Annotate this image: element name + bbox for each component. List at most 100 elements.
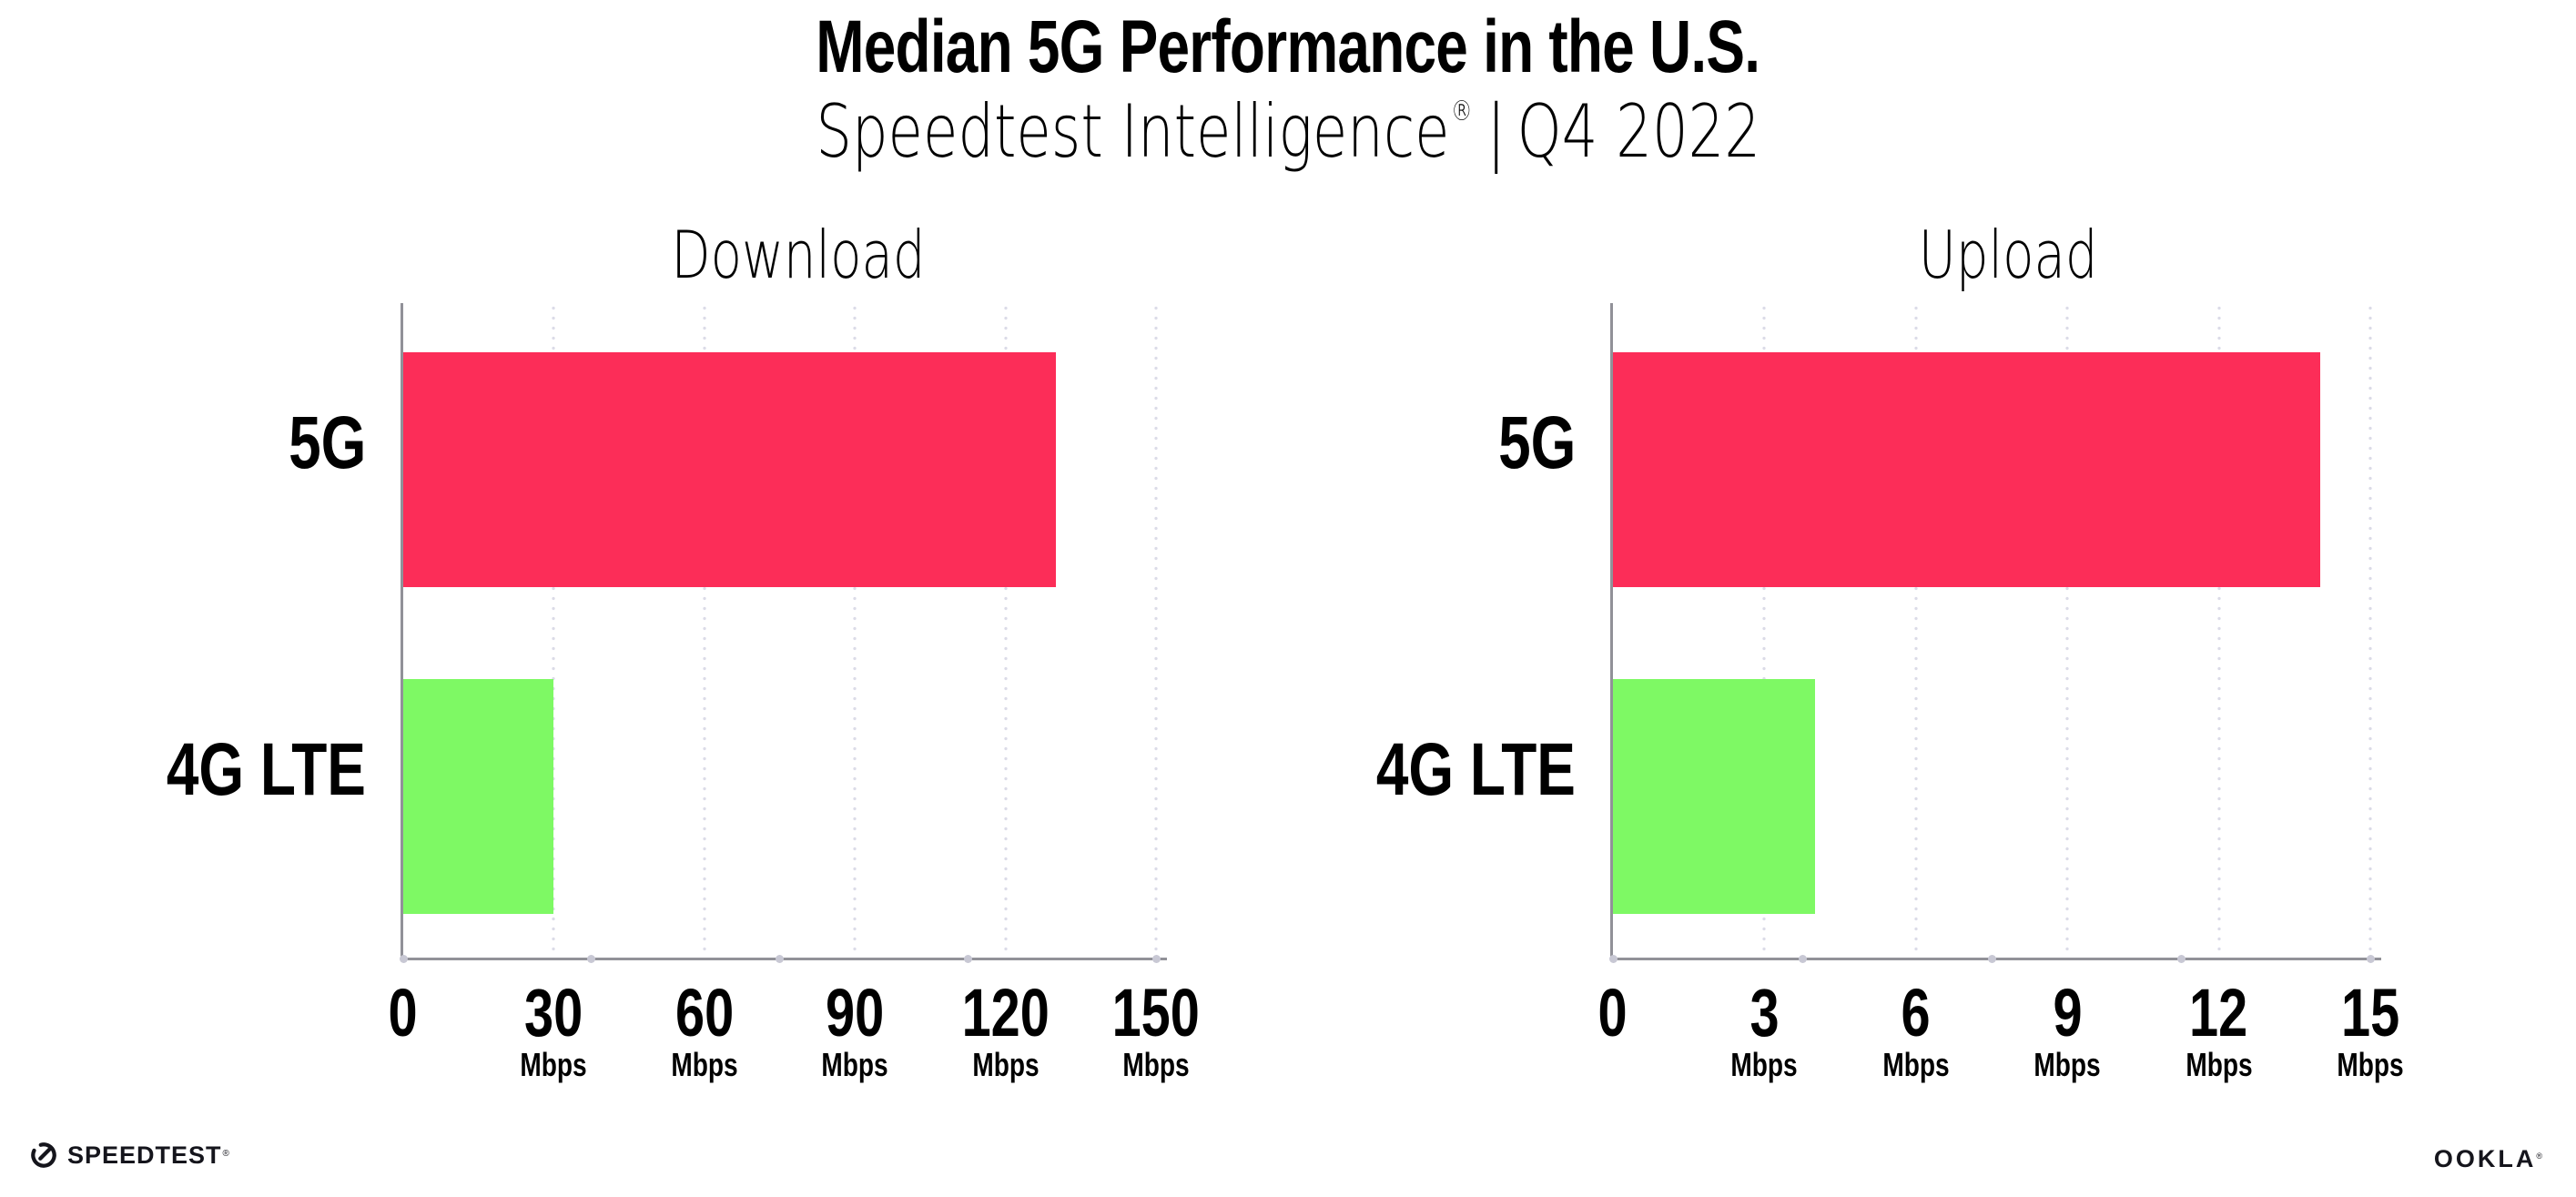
y-axis <box>401 303 403 959</box>
ookla-registered-icon: ® <box>2536 1151 2542 1161</box>
tick-label: 0 <box>1476 979 1749 1047</box>
tick-unit-text: Mbps <box>971 1046 1040 1083</box>
tick-unit-text: Mbps <box>520 1046 588 1083</box>
tick-unit: Mbps <box>1019 1049 1293 1081</box>
speedtest-wordmark: SPEEDTEST <box>67 1141 222 1169</box>
axis-dot <box>1798 955 1807 963</box>
tick-unit-text: Mbps <box>1730 1046 1799 1083</box>
gridline <box>2216 303 2221 957</box>
registered-trademark-icon: ® <box>1450 96 1473 127</box>
category-label-text: 5G <box>288 401 366 484</box>
tick-label-text: 3 <box>1749 975 1780 1050</box>
bar-4g-lte <box>403 679 553 914</box>
tick-label: 120 <box>869 979 1142 1047</box>
tick-label-text: 120 <box>961 975 1050 1050</box>
tick-label-text: 30 <box>524 975 583 1050</box>
category-label-text: 4G LTE <box>166 728 366 811</box>
tick-label-text: 15 <box>2340 975 2400 1050</box>
ookla-logo: OOKLA® <box>2434 1145 2542 1173</box>
category-label-5g: 5G <box>0 405 366 482</box>
tick-unit-text: Mbps <box>1882 1046 1950 1083</box>
page-title-text: Median 5G Performance in the U.S. <box>816 5 1761 88</box>
tick-label-text: 150 <box>1111 975 1201 1050</box>
page-subtitle-text: Speedtest Intelligence® | Q4 2022 <box>816 96 1760 168</box>
tick-unit: Mbps <box>718 1049 991 1081</box>
tick-label-text: 9 <box>2053 975 2083 1050</box>
tick-unit: Mbps <box>417 1049 690 1081</box>
tick-label: 15 <box>2234 979 2507 1047</box>
tick-unit-text: Mbps <box>2033 1046 2101 1083</box>
subtitle-brand: Speedtest Intelligence <box>816 89 1450 174</box>
tick-label-text: 0 <box>1597 975 1628 1050</box>
tick-unit-text: Mbps <box>2337 1046 2404 1083</box>
tick-unit: Mbps <box>2083 1049 2356 1081</box>
gridline <box>2368 303 2372 957</box>
axis-dot <box>1987 955 1996 963</box>
subtitle-separator: | <box>1486 89 1506 174</box>
tick-label: 3 <box>1628 979 1901 1047</box>
tick-label: 0 <box>267 979 540 1047</box>
tick-label: 30 <box>417 979 690 1047</box>
ookla-wordmark: OOKLA <box>2433 1145 2537 1172</box>
speedtest-wordmark-wrap: SPEEDTEST® <box>67 1141 229 1170</box>
axis-dot <box>1151 955 1161 963</box>
gridline <box>1003 303 1008 957</box>
tick-label-text: 0 <box>388 975 419 1050</box>
gridline <box>552 303 556 957</box>
tick-label: 150 <box>1019 979 1293 1047</box>
gridline <box>702 303 706 957</box>
chart-title-text: Upload <box>1918 217 2098 293</box>
axis-dot <box>963 955 972 963</box>
tick-label-text: 6 <box>1901 975 1931 1050</box>
bar-5g <box>403 352 1056 587</box>
axis-dot <box>2366 955 2375 963</box>
tick-unit: Mbps <box>869 1049 1142 1081</box>
tick-unit-text: Mbps <box>821 1046 888 1083</box>
tick-unit: Mbps <box>1931 1049 2204 1081</box>
gridline <box>1913 303 1918 957</box>
chart-title-download: Download <box>434 222 1162 289</box>
speedtest-gauge-icon <box>31 1142 56 1168</box>
x-axis <box>1610 958 2381 960</box>
tick-unit-text: Mbps <box>2185 1046 2253 1083</box>
category-label-5g: 5G <box>1029 405 1576 482</box>
y-axis <box>1610 303 1613 959</box>
gridline <box>1154 303 1158 957</box>
category-label-text: 5G <box>1497 401 1576 484</box>
tick-unit: Mbps <box>568 1049 841 1081</box>
tick-label-text: 12 <box>2189 975 2248 1050</box>
tick-unit: Mbps <box>1628 1049 1901 1081</box>
bar-5g <box>1613 352 2320 587</box>
tick-label-text: 60 <box>674 975 734 1050</box>
tick-label: 90 <box>718 979 991 1047</box>
tick-label: 60 <box>568 979 841 1047</box>
speedtest-registered-icon: ® <box>222 1148 229 1159</box>
tick-unit: Mbps <box>1780 1049 2053 1081</box>
gridline <box>2065 303 2070 957</box>
axis-dot <box>1608 955 1618 963</box>
tick-label: 9 <box>1931 979 2204 1047</box>
tick-label-text: 90 <box>826 975 885 1050</box>
page-subtitle: Speedtest Intelligence® | Q4 2022 <box>0 96 2576 168</box>
axis-dot <box>776 955 784 963</box>
tick-unit-text: Mbps <box>671 1046 738 1083</box>
tick-unit: Mbps <box>2234 1049 2507 1081</box>
subtitle-period: Q4 2022 <box>1516 89 1760 174</box>
category-label-4g-lte: 4G LTE <box>0 732 366 808</box>
gridline <box>853 303 857 957</box>
bar-4g-lte <box>1613 679 1815 914</box>
tick-label: 12 <box>2083 979 2356 1047</box>
category-label-text: 4G LTE <box>1375 728 1576 811</box>
axis-dot <box>399 955 408 963</box>
chart-title-text: Download <box>671 217 926 293</box>
x-axis <box>401 958 1167 960</box>
speedtest-logo: SPEEDTEST® <box>28 1140 229 1171</box>
axis-dot <box>2176 955 2186 963</box>
category-label-4g-lte: 4G LTE <box>1029 732 1576 808</box>
page-title: Median 5G Performance in the U.S. <box>0 10 2576 85</box>
tick-label: 6 <box>1780 979 2053 1047</box>
tick-unit-text: Mbps <box>1122 1046 1190 1083</box>
